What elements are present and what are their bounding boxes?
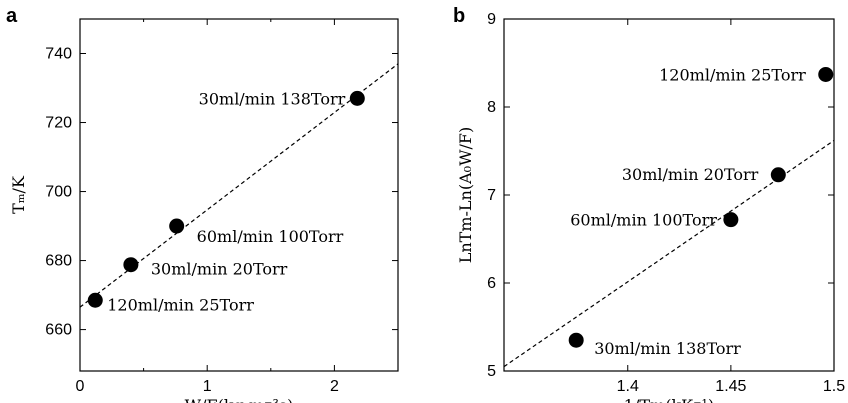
panel-label-a: a <box>6 5 18 27</box>
x-tick-label: 1.5 <box>823 378 845 395</box>
y-tick-label: 740 <box>45 46 72 63</box>
data-point <box>770 167 786 183</box>
y-tick-label: 7 <box>487 187 496 204</box>
x-tick-label: 1.45 <box>715 378 746 395</box>
fit-line <box>503 139 835 368</box>
data-point <box>123 257 139 273</box>
y-tick-label: 9 <box>487 11 496 28</box>
data-point <box>723 212 739 228</box>
point-label: 30ml/min 138Torr <box>594 339 741 358</box>
y-tick-label: 6 <box>487 275 496 292</box>
chart-panel-b: 1.4 1.45 1.5 5 6 7 8 9 1/Tm(kK⁻¹) LnTm-Ln(A₀W/F) 3… <box>456 11 845 403</box>
point-label: 60ml/min 100Torr <box>570 211 717 230</box>
panel-label-b: b <box>453 5 465 27</box>
x-tick-label: 0 <box>76 378 85 395</box>
y-axis-label: Tₘ/K <box>9 175 28 214</box>
x-axis-label: 1/Tm(kK⁻¹) <box>624 396 714 403</box>
data-point <box>818 66 834 82</box>
y-axis-label: LnTm-Ln(A₀W/F) <box>456 127 475 264</box>
x-tick-label: 1 <box>203 378 212 395</box>
data-point <box>169 218 185 234</box>
y-tick-label: 5 <box>487 363 496 380</box>
chart-panel-a: 0 1 2 660 680 700 720 740 W/F(kg m⁻³s) Tₘ/K 120ml/… <box>9 18 399 403</box>
data-point <box>349 90 365 106</box>
point-label: 30ml/min 138Torr <box>199 89 346 108</box>
y-tick-label: 720 <box>45 115 72 132</box>
data-point <box>87 292 103 308</box>
y-tick-label: 700 <box>45 184 72 201</box>
x-axis-label: W/F(kg m⁻³s) <box>185 396 294 403</box>
point-label: 120ml/min 25Torr <box>659 65 806 84</box>
y-tick-label: 680 <box>45 253 72 270</box>
y-tick-label: 8 <box>487 99 496 116</box>
plot-frame <box>79 18 399 372</box>
x-tick-label: 1.4 <box>617 378 639 395</box>
point-label: 30ml/min 20Torr <box>622 165 759 184</box>
point-label: 120ml/min 25Torr <box>107 295 254 314</box>
data-point <box>568 332 584 348</box>
point-label: 30ml/min 20Torr <box>151 260 288 279</box>
point-label: 60ml/min 100Torr <box>197 227 344 246</box>
x-tick-label: 2 <box>330 378 339 395</box>
y-tick-label: 660 <box>45 322 72 339</box>
